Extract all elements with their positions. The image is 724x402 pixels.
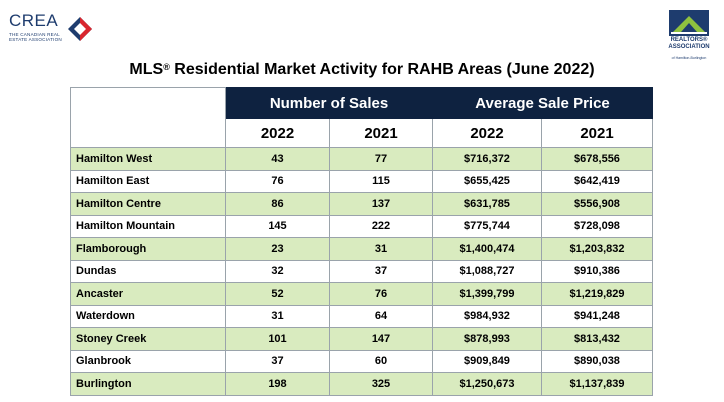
price-2022-cell: $775,744 — [432, 214, 542, 238]
sales-2022-cell: 86 — [225, 192, 330, 216]
table-row: Dundas 32 37 $1,088,727 $910,386 — [70, 259, 653, 283]
title-prefix: MLS — [129, 61, 164, 78]
area-cell: Hamilton West — [70, 147, 226, 171]
table-row: Flamborough 23 31 $1,400,474 $1,203,832 — [70, 237, 653, 261]
crea-diamond-icon — [68, 17, 92, 41]
sales-2022-cell: 52 — [225, 282, 330, 306]
sales-group-header: Number of Sales — [225, 87, 433, 119]
price-2021-cell: $890,038 — [541, 349, 653, 373]
crea-tagline-line2: ESTATE ASSOCIATION — [9, 37, 62, 42]
price-2022-cell: $909,849 — [432, 349, 542, 373]
sales-2022-cell: 23 — [225, 237, 330, 261]
price-2021-cell: $1,219,829 — [541, 282, 653, 306]
page-title: MLS® Residential Market Activity for RAH… — [0, 57, 724, 80]
price-2022-cell: $1,400,474 — [432, 237, 542, 261]
rahb-wordmark-line2: ASSOCIATION — [668, 43, 710, 50]
price-2021-cell: $678,556 — [541, 147, 653, 171]
market-table-container: Number of Sales Average Sale Price 2022 … — [70, 87, 653, 396]
sales-2021-cell: 64 — [329, 304, 433, 328]
price-2021-cell: $728,098 — [541, 214, 653, 238]
area-cell: Flamborough — [70, 237, 226, 261]
area-header-blank — [70, 87, 226, 148]
sales-2021-cell: 115 — [329, 169, 433, 193]
price-2022-cell: $1,399,799 — [432, 282, 542, 306]
price-2022-header: 2022 — [432, 118, 542, 148]
sales-2022-cell: 32 — [225, 259, 330, 283]
area-cell: Hamilton Centre — [70, 192, 226, 216]
area-cell: Hamilton Mountain — [70, 214, 226, 238]
price-2022-cell: $716,372 — [432, 147, 542, 171]
crea-tagline: THE CANADIAN REAL ESTATE ASSOCIATION — [9, 32, 62, 42]
price-2022-cell: $631,785 — [432, 192, 542, 216]
table-body: Hamilton West 43 77 $716,372 $678,556 Hamilto… — [70, 147, 653, 396]
table-row: Waterdown 31 64 $984,932 $941,248 — [70, 304, 653, 328]
area-cell: Dundas — [70, 259, 226, 283]
sales-2022-cell: 145 — [225, 214, 330, 238]
sales-2021-header: 2021 — [329, 118, 433, 148]
sales-2022-cell: 198 — [225, 372, 330, 396]
price-2022-cell: $1,088,727 — [432, 259, 542, 283]
sales-2022-cell: 37 — [225, 349, 330, 373]
sales-2022-cell: 43 — [225, 147, 330, 171]
price-2021-cell: $941,248 — [541, 304, 653, 328]
market-activity-table: Number of Sales Average Sale Price 2022 … — [70, 87, 653, 396]
area-cell: Waterdown — [70, 304, 226, 328]
title-registered-mark: ® — [163, 62, 170, 72]
price-2021-cell: $556,908 — [541, 192, 653, 216]
table-row: Glanbrook 37 60 $909,849 $890,038 — [70, 349, 653, 373]
sales-2021-cell: 37 — [329, 259, 433, 283]
table-row: Stoney Creek 101 147 $878,993 $813,432 — [70, 327, 653, 351]
sales-2021-cell: 147 — [329, 327, 433, 351]
area-cell: Glanbrook — [70, 349, 226, 373]
sales-2022-cell: 101 — [225, 327, 330, 351]
sales-2022-header: 2022 — [225, 118, 330, 148]
group-header-row: Number of Sales Average Sale Price — [70, 87, 653, 148]
sales-2022-cell: 76 — [225, 169, 330, 193]
table-row: Hamilton Mountain 145 222 $775,744 $728,098 — [70, 214, 653, 238]
table-row: Ancaster 52 76 $1,399,799 $1,219,829 — [70, 282, 653, 306]
sales-2021-cell: 60 — [329, 349, 433, 373]
area-cell: Hamilton East — [70, 169, 226, 193]
price-2021-cell: $1,137,839 — [541, 372, 653, 396]
price-2021-cell: $910,386 — [541, 259, 653, 283]
sales-2022-cell: 31 — [225, 304, 330, 328]
price-2022-cell: $984,932 — [432, 304, 542, 328]
price-2021-cell: $642,419 — [541, 169, 653, 193]
sales-2021-cell: 31 — [329, 237, 433, 261]
rahb-subtitle: of Hamilton-Burlington — [671, 56, 707, 60]
price-group-header: Average Sale Price — [432, 87, 653, 119]
price-2021-cell: $1,203,832 — [541, 237, 653, 261]
rahb-wordmark: REALTORS® ASSOCIATION — [660, 37, 718, 50]
price-2021-cell: $813,432 — [541, 327, 653, 351]
sales-2021-cell: 77 — [329, 147, 433, 171]
rahb-wordmark-line1: REALTORS® — [670, 37, 708, 43]
area-cell: Ancaster — [70, 282, 226, 306]
table-row: Hamilton West 43 77 $716,372 $678,556 — [70, 147, 653, 171]
crea-logo: CREA THE CANADIAN REAL ESTATE ASSOCIATIO… — [9, 12, 99, 48]
price-2022-cell: $655,425 — [432, 169, 542, 193]
price-2022-cell: $1,250,673 — [432, 372, 542, 396]
title-rest: Residential Market Activity for RAHB Are… — [169, 61, 595, 78]
sales-2021-cell: 222 — [329, 214, 433, 238]
rahb-house-icon — [669, 10, 709, 36]
table-row: Hamilton East 76 115 $655,425 $642,419 — [70, 169, 653, 193]
area-cell: Stoney Creek — [70, 327, 226, 351]
price-2022-cell: $878,993 — [432, 327, 542, 351]
sales-2021-cell: 325 — [329, 372, 433, 396]
price-2021-header: 2021 — [541, 118, 653, 148]
year-header-row: 2022 2021 2022 2021 — [71, 118, 653, 148]
sales-2021-cell: 76 — [329, 282, 433, 306]
crea-tagline-line1: THE CANADIAN REAL — [9, 32, 60, 37]
table-row: Burlington 198 325 $1,250,673 $1,137,839 — [70, 372, 653, 396]
sales-2021-cell: 137 — [329, 192, 433, 216]
table-row: Hamilton Centre 86 137 $631,785 $556,908 — [70, 192, 653, 216]
crea-wordmark: CREA — [9, 11, 59, 30]
area-cell: Burlington — [70, 372, 226, 396]
rahb-logo: REALTORS® ASSOCIATION of Hamilton-Burlin… — [660, 10, 718, 62]
